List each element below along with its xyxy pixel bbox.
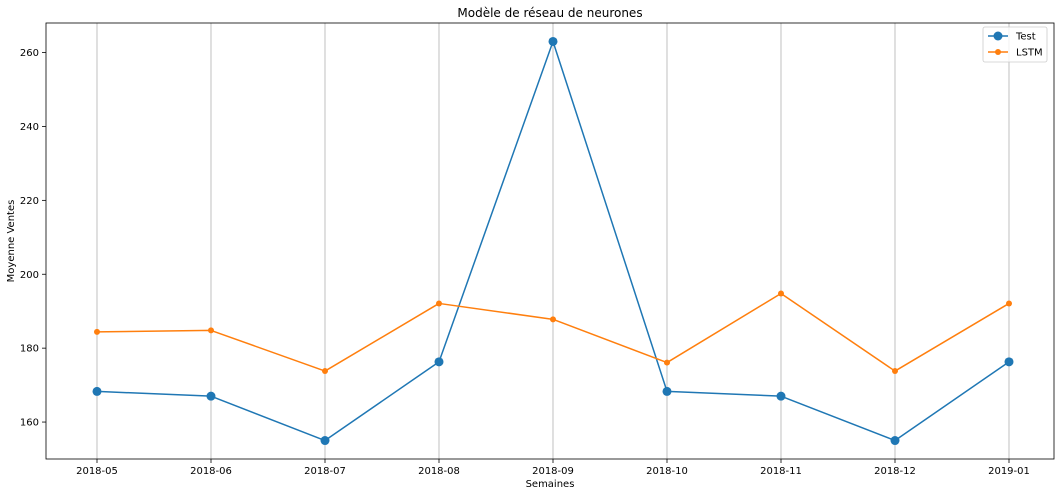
y-tick-label-200: 200 — [20, 270, 39, 281]
point-test-2018-09 — [548, 36, 558, 46]
point-test-2019-01 — [1004, 357, 1014, 367]
x-tick-label-2018-05: 2018-05 — [76, 466, 118, 477]
y-tick-label-240: 240 — [20, 122, 39, 133]
point-lstm-2018-09 — [550, 316, 556, 323]
legend: Test LSTM — [982, 26, 1048, 63]
legend-marker-test — [993, 31, 1003, 41]
point-test-2018-12 — [890, 436, 900, 446]
x-tick-label-2018-09: 2018-09 — [532, 466, 574, 477]
grid-lines — [96, 23, 1010, 459]
y-axis-label: Moyenne Ventes — [6, 200, 17, 283]
y-axis-ticks: 160 180 200 220 240 260 — [20, 48, 46, 429]
x-tick-label-2018-12: 2018-12 — [874, 466, 916, 477]
x-tick-label-2018-07: 2018-07 — [304, 466, 346, 477]
plot-frame — [45, 22, 1055, 460]
y-tick-label-160: 160 — [20, 418, 39, 429]
point-test-2018-10 — [662, 386, 672, 396]
point-lstm-2018-07 — [322, 368, 328, 375]
point-lstm-2018-08 — [436, 300, 442, 307]
point-test-2018-08 — [434, 357, 444, 367]
point-lstm-2018-11 — [778, 290, 784, 297]
point-lstm-2018-06 — [208, 327, 214, 334]
legend-label-test: Test — [1015, 32, 1036, 43]
point-lstm-2018-12 — [892, 368, 898, 375]
y-tick-label-180: 180 — [20, 344, 39, 355]
point-lstm-2019-01 — [1006, 300, 1012, 307]
x-axis-ticks: 2018-05 2018-06 2018-07 2018-08 2018-09 2018-… — [76, 459, 1030, 477]
legend-label-lstm: LSTM — [1016, 48, 1043, 59]
x-tick-label-2018-08: 2018-08 — [418, 466, 460, 477]
point-lstm-2018-10 — [664, 359, 670, 366]
y-tick-label-260: 260 — [20, 48, 39, 59]
x-tick-label-2018-06: 2018-06 — [190, 466, 232, 477]
point-test-2018-11 — [776, 391, 786, 401]
x-tick-label-2019-01: 2019-01 — [988, 466, 1030, 477]
legend-marker-lstm — [995, 49, 1001, 55]
point-test-2018-06 — [206, 391, 216, 401]
x-tick-label-2018-10: 2018-10 — [646, 466, 688, 477]
point-test-2018-07 — [320, 436, 330, 446]
x-tick-label-2018-11: 2018-11 — [760, 466, 802, 477]
x-axis-label: Semaines — [526, 479, 575, 490]
point-test-2018-05 — [92, 386, 102, 396]
chart-title: Modèle de réseau de neurones — [457, 6, 642, 20]
y-tick-label-220: 220 — [20, 196, 39, 207]
plot-series — [92, 36, 1014, 446]
point-lstm-2018-05 — [94, 328, 100, 335]
